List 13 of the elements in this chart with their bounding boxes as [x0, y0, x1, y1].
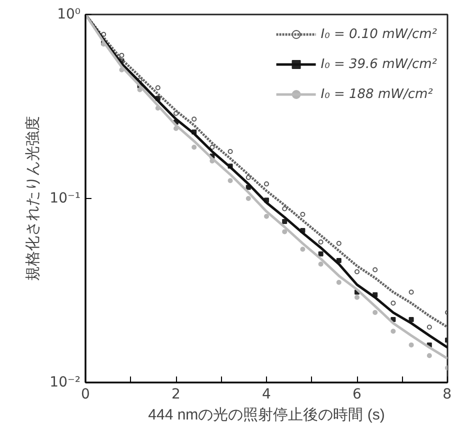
y-axis-title: 規格化されたりん光強度	[24, 116, 42, 281]
x-tick-label: 4	[262, 386, 272, 402]
x-tick-label: 2	[172, 386, 180, 402]
legend-label: I₀ = 0.10 mW/cm²	[320, 26, 437, 42]
x-tick-label: 8	[442, 386, 451, 402]
y-tick-label: 10⁻¹	[50, 190, 81, 206]
legend-label: I₀ = 188 mW/cm²	[320, 86, 433, 102]
legend-label: I₀ = 39.6 mW/cm²	[320, 56, 437, 72]
x-axis-title: 444 nmの光の照射停止後の時間 (s)	[148, 406, 385, 424]
y-tick-label: 10⁰	[57, 6, 81, 22]
x-tick-label: 0	[81, 386, 90, 402]
x-tick-label: 6	[352, 386, 362, 402]
y-tick-label: 10⁻²	[50, 374, 81, 390]
